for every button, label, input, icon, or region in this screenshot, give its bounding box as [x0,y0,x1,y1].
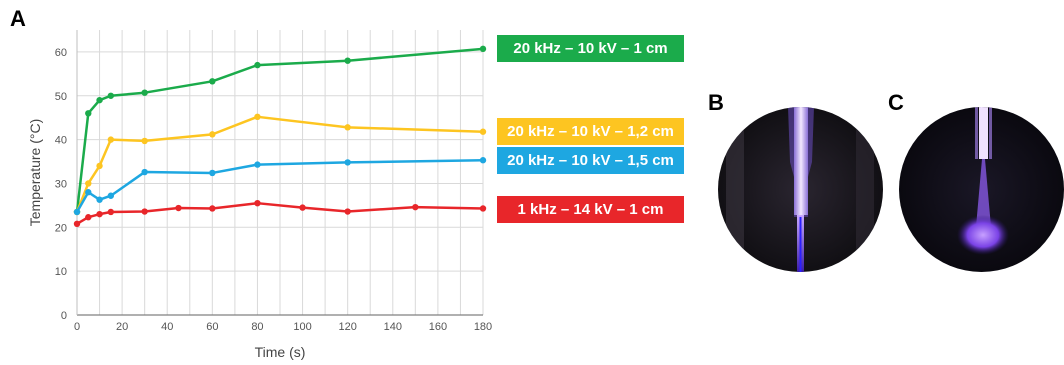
y-tick-label: 20 [55,222,67,234]
data-point-series-3 [254,199,261,207]
data-point-series-2 [107,192,115,199]
data-point-series-2 [254,161,261,168]
y-tick-label: 60 [55,47,67,59]
data-point-series-3 [209,205,216,212]
y-tick-label: 50 [55,91,67,103]
y-tick-label: 10 [55,266,67,278]
data-point-series-2 [73,208,81,216]
x-tick-label: 140 [384,321,402,333]
data-point-series-1 [85,180,92,187]
data-point-series-2 [85,189,92,196]
data-point-series-1 [141,137,148,145]
data-point-series-3 [299,204,306,211]
x-tick-label: 80 [251,321,263,333]
data-point-series-0 [209,78,216,85]
legend-entry-green: 20 kHz – 10 kV – 1 cm [497,35,684,62]
data-point-series-3 [73,220,81,227]
panel-label-b: B [708,90,724,115]
data-point-series-3 [479,205,487,212]
x-tick-label: 0 [74,321,80,333]
data-point-series-1 [107,136,115,143]
x-tick-label: 180 [474,321,492,333]
data-point-series-3 [107,208,115,216]
temperature-line-chart: 0 20 40 60 80 100 120 140 160 180 0 10 20 30 40 50 60 Tim… [27,30,492,360]
panel-label-a: A [10,6,26,31]
y-tick-label: 0 [61,310,67,322]
x-axis-title: Time (s) [255,344,306,360]
data-point-series-3 [344,208,351,215]
plasma-jet-image-b [718,107,883,272]
data-point-series-3 [175,204,182,212]
x-tick-label: 40 [161,321,173,333]
data-point-series-2 [141,168,148,176]
data-point-series-3 [141,208,148,215]
data-point-series-0 [479,45,487,53]
data-point-series-1 [254,113,261,121]
y-tick-label: 40 [55,135,67,147]
data-point-series-3 [85,214,92,221]
data-point-series-1 [209,131,216,138]
panel-label-c: C [888,90,904,115]
data-point-series-0 [85,110,92,117]
data-point-series-0 [344,57,351,64]
data-point-series-2 [344,159,351,166]
y-tick-label: 30 [55,178,67,190]
data-point-series-0 [254,61,261,69]
data-point-series-2 [96,196,103,203]
x-tick-label: 120 [338,321,356,333]
data-point-series-2 [479,157,487,164]
x-tick-label: 100 [293,321,311,333]
data-point-series-2 [209,169,216,177]
plasma-jet-image-c [899,107,1064,272]
x-tick-label: 20 [116,321,128,333]
legend-entry-blue: 20 kHz – 10 kV – 1,5 cm [497,147,684,174]
data-point-series-0 [141,89,148,96]
data-point-series-0 [107,92,115,99]
x-tick-label: 60 [206,321,218,333]
data-point-series-1 [96,162,103,170]
legend-entry-yellow: 20 kHz – 10 kV – 1,2 cm [497,118,684,145]
y-axis-title: Temperature (°C) [27,119,43,227]
data-point-series-3 [412,203,419,211]
plasma-jet-photo-c [899,107,1064,272]
plasma-jet-photo-b [718,107,883,272]
data-point-series-0 [96,96,103,104]
x-tick-label: 160 [429,321,447,333]
data-point-series-1 [479,128,487,135]
data-point-series-3 [96,210,103,218]
data-point-series-1 [344,124,351,131]
legend-entry-red: 1 kHz – 14 kV – 1 cm [497,196,684,223]
